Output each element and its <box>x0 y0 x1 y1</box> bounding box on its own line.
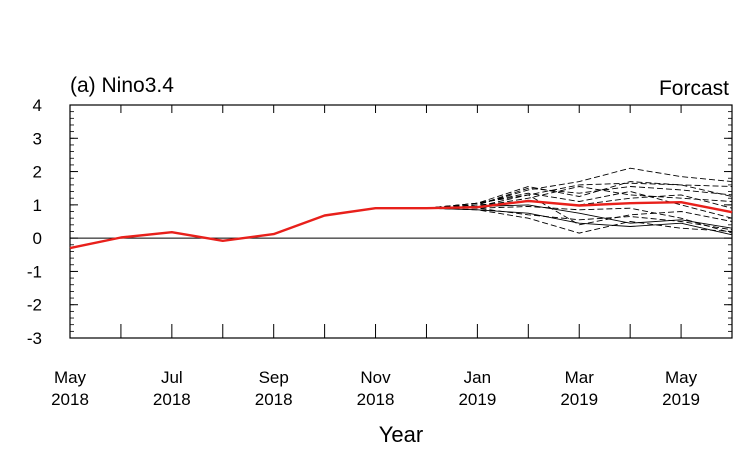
x-axis-label: Year <box>379 422 423 447</box>
y-tick-label: 0 <box>33 229 42 248</box>
x-tick-label-month: Mar <box>565 368 595 387</box>
y-tick-label: -1 <box>27 262 42 281</box>
ensemble-member-line <box>426 186 733 209</box>
y-tick-label: 3 <box>33 129 42 148</box>
ensemble-member-line <box>426 191 733 219</box>
y-tick-label: 4 <box>33 96 42 115</box>
ensemble-member-line <box>426 182 733 209</box>
x-tick-label-month: May <box>54 368 87 387</box>
x-tick-label-month: May <box>665 368 698 387</box>
observed-line <box>69 199 733 250</box>
x-tick-label-year: 2019 <box>662 390 700 409</box>
x-tick-label-year: 2018 <box>153 390 191 409</box>
chart-title-left: (a) Nino3.4 <box>70 74 174 97</box>
y-tick-label: 1 <box>33 196 42 215</box>
x-tick-label-year: 2018 <box>357 390 395 409</box>
x-axis: May 2018 Jul 2018 Sep 2018 Nov 2018 Jan 2019 Mar 20… <box>51 105 733 409</box>
observed-series <box>69 199 733 250</box>
x-tick-label-year: 2019 <box>560 390 598 409</box>
x-tick-label-year: 2018 <box>255 390 293 409</box>
y-tick-label: 2 <box>33 163 42 182</box>
ensemble-member-line <box>426 181 733 209</box>
x-tick-label-year: 2019 <box>458 390 496 409</box>
x-tick-label-month: Sep <box>259 368 289 387</box>
ensemble-member-line <box>426 207 733 236</box>
x-tick-label-month: Jul <box>161 368 183 387</box>
ensemble-member-line <box>426 167 733 209</box>
chart-title-right: Forcast <box>659 77 729 100</box>
x-tick-label-month: Nov <box>360 368 391 387</box>
y-axis: 4 3 2 1 0 -1 -2 -3 <box>27 96 732 348</box>
y-tick-label: -3 <box>27 329 42 348</box>
x-tick-label-year: 2018 <box>51 390 89 409</box>
y-tick-label: -2 <box>27 296 42 315</box>
x-tick-label-month: Jan <box>464 368 491 387</box>
